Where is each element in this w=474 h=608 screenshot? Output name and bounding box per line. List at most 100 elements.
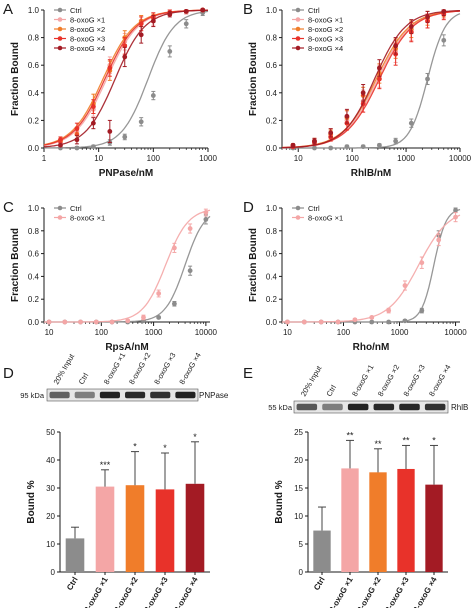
legend-swatch-marker [57,26,63,32]
blot-band [296,403,318,411]
data-point-ctrl [203,217,209,222]
panel-letter-d-top: D [243,199,254,216]
y-tick-label: 30 [46,484,55,493]
y-tick-label: 15 [294,484,303,493]
data-point-8-oxog-4 [376,65,382,71]
legend-label: Ctrl [308,204,320,213]
y-axis-label: Fraction Bound [248,228,259,302]
data-point-8-oxog-3 [74,126,80,132]
data-point-ctrl [453,207,458,213]
data-point-8-oxog-1 [352,317,358,323]
bar-ctrl [65,538,85,572]
y-tick-label: 10 [294,512,303,521]
y-tick-label: 0.8 [266,227,278,236]
data-point-8-oxog-4 [90,120,96,126]
blot-band [399,403,420,411]
y-axis-label: Bound % [26,480,37,523]
blot-lane-label: Ctrl [324,383,338,398]
y-tick-label: 0.4 [28,89,40,98]
data-point-ctrl [344,144,350,150]
data-point-ctrl [187,268,193,274]
significance-marker: ** [402,435,410,445]
blot-lane-label: 20% Input [299,363,324,398]
y-tick-label: 10 [46,540,55,549]
data-point-8-oxog-3 [90,104,96,109]
data-point-8-oxog-4 [425,14,430,20]
legend-label: 8-oxoG ×2 [70,25,105,34]
x-tick-label: 10000 [449,154,472,163]
data-point-ctrl [156,315,162,320]
y-tick-label: 0.8 [28,227,40,236]
x-tick-label: 1000 [397,154,415,163]
y-tick-label: 0.4 [28,272,40,281]
x-tick-label: Ctrl [312,576,327,592]
data-point-8-oxog-1 [156,291,162,296]
legend-swatch-marker [57,36,63,41]
y-axis-label: Fraction Bound [10,42,21,116]
blot-band [424,403,446,411]
x-tick-label: 1000 [199,154,217,163]
data-point-8-oxog-4 [441,8,447,14]
data-point-8-oxog-4 [393,43,399,49]
data-point-8-oxog-1 [93,319,99,325]
blot-lane-label: 8-oxoG ×1 [350,363,375,398]
blot-band [99,391,120,399]
y-tick-label: 1.0 [28,204,40,213]
chart-panel-c: 0.0 0.2 0.4 0.6 0.8 1.0 10 100 1000 10000 RpsA/nM F… [10,204,218,353]
bar-8-oxog-2 [369,472,387,572]
data-point-8-oxog-4 [200,7,206,13]
panel-letter-c: C [3,199,14,216]
panel-letter-a: A [3,1,13,18]
data-point-8-oxog-1 [318,319,324,325]
data-point-ctrl [90,144,96,150]
x-tick-label: 8-oxoG ×2 [355,575,383,608]
chart-panel-e: 20% Input Ctrl 8-oxoG ×1 8-oxoG ×2 8-oxoG ×3… [268,363,468,608]
data-point-8-oxog-4 [312,138,317,144]
chart-panel-d: 0.0 0.2 0.4 0.6 0.8 1.0 10 100 1000 10000 Rho/nM Fr… [248,204,467,353]
y-tick-label: 0.4 [266,89,278,98]
data-point-8-oxog-4 [138,32,144,38]
blot-lane-label: 8-oxoG ×4 [177,351,202,386]
y-tick-label: 1.0 [266,204,278,213]
legend-swatch-marker [295,7,301,13]
data-point-ctrl [167,49,173,54]
x-axis-label: RhlB/nM [351,168,392,179]
y-axis-label: Fraction Bound [248,42,259,116]
data-point-8-oxog-1 [141,315,146,320]
blot-band [175,391,196,399]
x-tick-label: 1 [42,154,47,163]
y-tick-label: 0.8 [28,34,40,43]
data-point-8-oxog-4 [58,142,63,148]
significance-marker: *** [100,460,111,470]
data-point-8-oxog-1 [301,319,307,325]
legend-label: 8-oxoG ×1 [70,16,105,25]
y-tick-label: 0.6 [28,250,40,259]
data-point-8-oxog-3 [376,76,382,82]
x-tick-label: 10000 [444,328,467,337]
blot-band [322,403,343,411]
chart-panel-d-bar: 20% Input Ctrl 8-oxoG ×1 8-oxoG ×2 8-oxoG ×3… [20,351,229,608]
y-tick-label: 1.0 [28,6,40,15]
significance-marker: * [163,443,167,453]
y-tick-label: 0 [51,568,56,577]
data-point-8-oxog-4 [360,90,366,96]
y-tick-label: 0.2 [266,295,278,304]
data-point-ctrl [386,319,392,325]
y-tick-label: 0.4 [266,272,278,281]
y-tick-label: 0.2 [28,295,40,304]
y-tick-label: 0.6 [266,250,278,259]
data-point-ctrl [312,145,317,151]
x-tick-label: 10 [283,328,292,337]
data-point-8-oxog-4 [328,130,334,136]
legend-label: Ctrl [70,6,82,15]
x-axis-label: RpsA/nM [105,342,148,353]
data-point-8-oxog-4 [122,54,128,60]
x-tick-label: 1000 [391,328,409,337]
data-point-8-oxog-4 [167,11,173,17]
data-point-ctrl [376,142,382,148]
data-point-ctrl [122,134,128,140]
y-tick-label: 20 [294,456,303,465]
data-point-ctrl [369,319,375,325]
legend-label: 8-oxoG ×1 [308,214,343,223]
panel-letter-e: E [243,365,253,382]
